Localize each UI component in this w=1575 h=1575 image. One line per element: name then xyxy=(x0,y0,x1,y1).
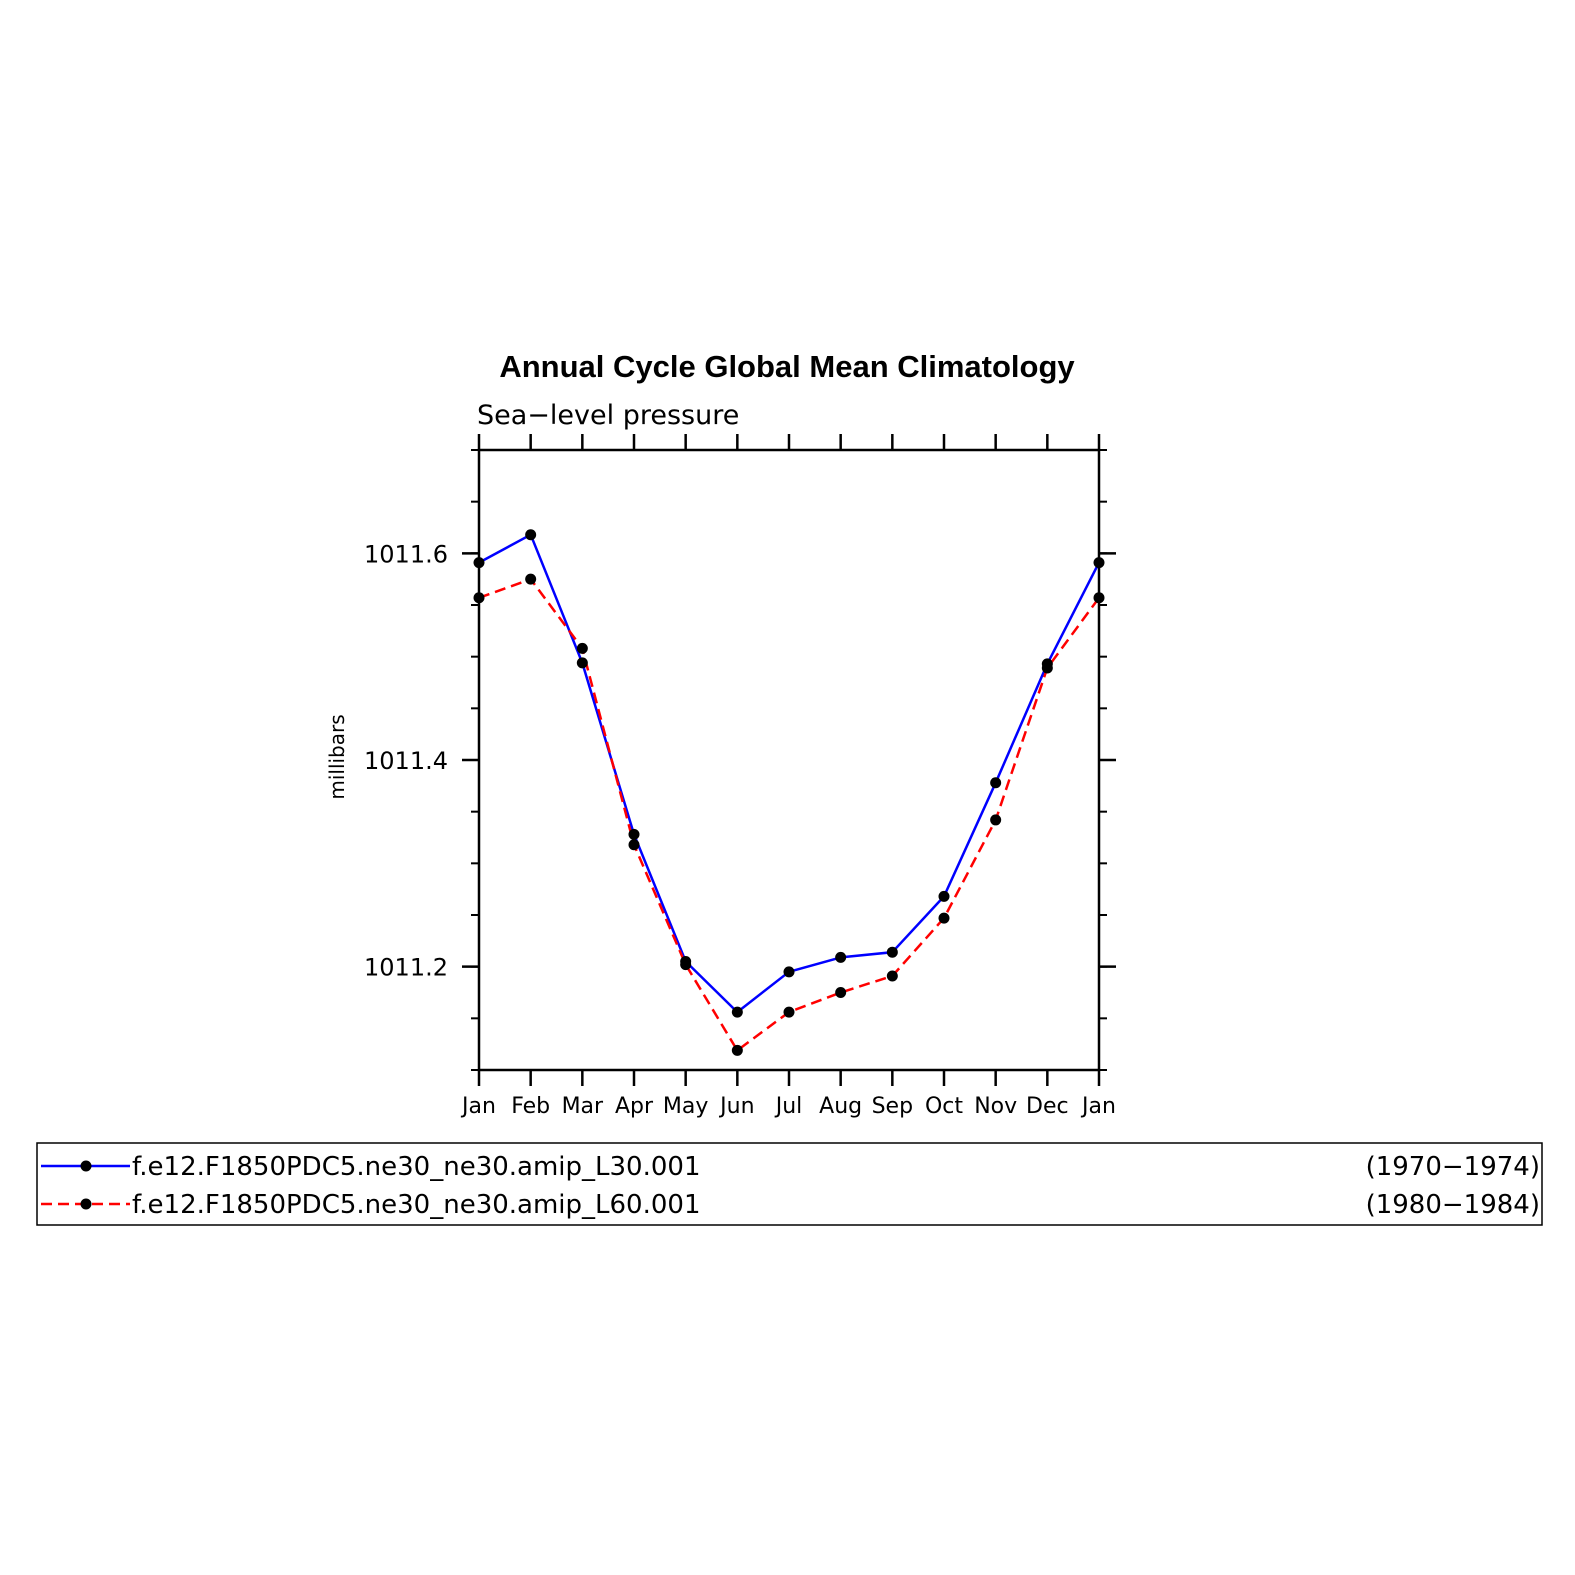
x-tick-label: Feb xyxy=(511,1094,550,1119)
series-1-point xyxy=(731,1006,743,1018)
chart-subtitle: Sea−level pressure xyxy=(477,400,739,431)
series-2-point xyxy=(525,573,537,585)
series-2-point xyxy=(990,814,1002,826)
legend: f.e12.F1850PDC5.ne30_ne30.amip_L30.001 (1… xyxy=(36,1142,1543,1226)
series-2-point xyxy=(1041,662,1053,674)
legend-box xyxy=(36,1142,1543,1226)
series-1-point xyxy=(783,966,795,978)
series-1-point xyxy=(990,777,1002,789)
series-1-point xyxy=(886,946,898,958)
series-1-point xyxy=(628,828,640,840)
series-1-point xyxy=(525,529,537,541)
x-tick-label: Jan xyxy=(460,1094,496,1119)
y-tick-label: 1011.4 xyxy=(364,747,448,775)
x-tick-label: Dec xyxy=(1026,1094,1069,1119)
legend-period-1: (1970−1974) xyxy=(1366,1152,1540,1182)
series-2-point xyxy=(628,839,640,851)
chart-title: Annual Cycle Global Mean Climatology xyxy=(499,349,1075,384)
series-2-point xyxy=(835,987,847,998)
x-tick-label: Jan xyxy=(1080,1094,1116,1119)
x-tick-label: Apr xyxy=(615,1094,654,1119)
series-2-point xyxy=(576,642,588,654)
y-tick-label: 1011.6 xyxy=(364,540,448,568)
series-1-point xyxy=(835,951,847,963)
series-2-point xyxy=(731,1044,743,1056)
series-2-point xyxy=(783,1006,795,1018)
x-tick-label: Aug xyxy=(819,1094,862,1119)
legend-marker-1 xyxy=(80,1160,92,1172)
series-1-point xyxy=(576,657,588,669)
series-2-point xyxy=(680,959,692,971)
x-tick-label: May xyxy=(663,1094,708,1119)
legend-marker-2 xyxy=(80,1198,92,1210)
x-tick-label: Mar xyxy=(562,1094,604,1119)
y-tick-label: 1011.2 xyxy=(364,954,448,982)
x-tick-label: Sep xyxy=(872,1094,913,1119)
x-tick-label: Nov xyxy=(974,1094,1017,1119)
series-2-point xyxy=(938,912,950,924)
series-line-2 xyxy=(478,577,1101,1052)
legend-period-2: (1980−1984) xyxy=(1366,1190,1540,1220)
series-line-1 xyxy=(478,533,1101,1014)
axis-ticks xyxy=(462,434,1116,1086)
x-tick-label: Oct xyxy=(925,1094,963,1119)
x-tick-label: Jul xyxy=(774,1094,803,1119)
series-1-point xyxy=(938,890,950,902)
axis-tick-labels: Jan Feb Mar Apr May Jun Jul Aug Sep Oct Nov Dec Jan 1… xyxy=(364,540,1116,1119)
legend-label-2: f.e12.F1850PDC5.ne30_ne30.amip_L60.001 xyxy=(132,1190,700,1220)
legend-label-1: f.e12.F1850PDC5.ne30_ne30.amip_L30.001 xyxy=(132,1152,700,1182)
x-tick-label: Jun xyxy=(718,1094,754,1119)
series-2-point xyxy=(886,970,898,982)
data-markers xyxy=(473,529,1105,1056)
plot-frame xyxy=(477,448,1101,1072)
y-axis-label: millibars xyxy=(325,714,349,799)
